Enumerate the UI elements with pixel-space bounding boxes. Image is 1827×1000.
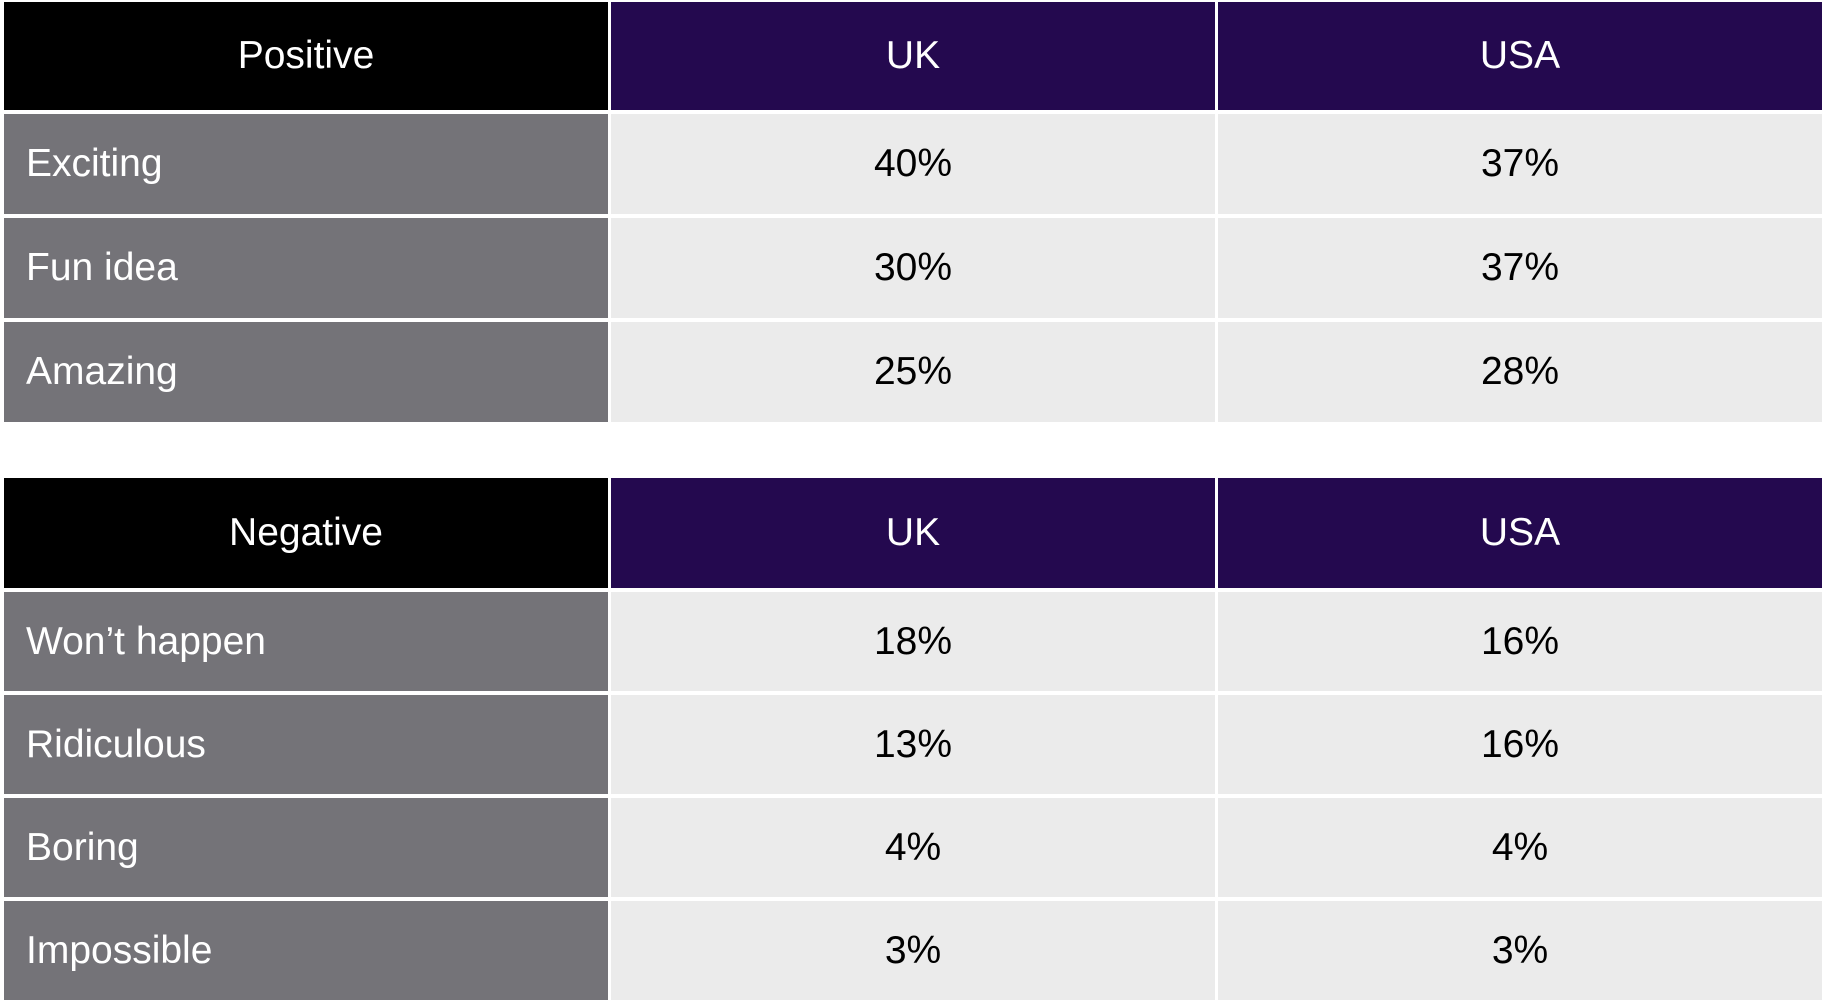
header-cell: USA xyxy=(1218,478,1822,588)
header-cell: Negative xyxy=(4,478,608,588)
value-cell: 4% xyxy=(1218,798,1822,897)
positive-table: Positive UK USA Exciting 40% 37% Fun idea 30% 37… xyxy=(4,2,1822,422)
value-cell: 3% xyxy=(1218,901,1822,1000)
negative-table: Negative UK USA Won’t happen 18% 16% Ridiculou… xyxy=(4,478,1822,1000)
value-cell: 25% xyxy=(611,322,1215,422)
value-cell: 30% xyxy=(611,218,1215,318)
value-cell: 40% xyxy=(611,114,1215,214)
header-cell: UK xyxy=(611,2,1215,110)
value-cell: 18% xyxy=(611,592,1215,691)
row-label: Fun idea xyxy=(4,218,608,318)
row-label: Won’t happen xyxy=(4,592,608,691)
value-cell: 13% xyxy=(611,695,1215,794)
row-label: Exciting xyxy=(4,114,608,214)
value-cell: 37% xyxy=(1218,114,1822,214)
value-cell: 28% xyxy=(1218,322,1822,422)
value-cell: 16% xyxy=(1218,695,1822,794)
row-label: Amazing xyxy=(4,322,608,422)
header-cell: UK xyxy=(611,478,1215,588)
header-cell: Positive xyxy=(4,2,608,110)
row-label: Ridiculous xyxy=(4,695,608,794)
row-label: Impossible xyxy=(4,901,608,1000)
value-cell: 4% xyxy=(611,798,1215,897)
row-label: Boring xyxy=(4,798,608,897)
value-cell: 3% xyxy=(611,901,1215,1000)
value-cell: 16% xyxy=(1218,592,1822,691)
header-cell: USA xyxy=(1218,2,1822,110)
value-cell: 37% xyxy=(1218,218,1822,318)
